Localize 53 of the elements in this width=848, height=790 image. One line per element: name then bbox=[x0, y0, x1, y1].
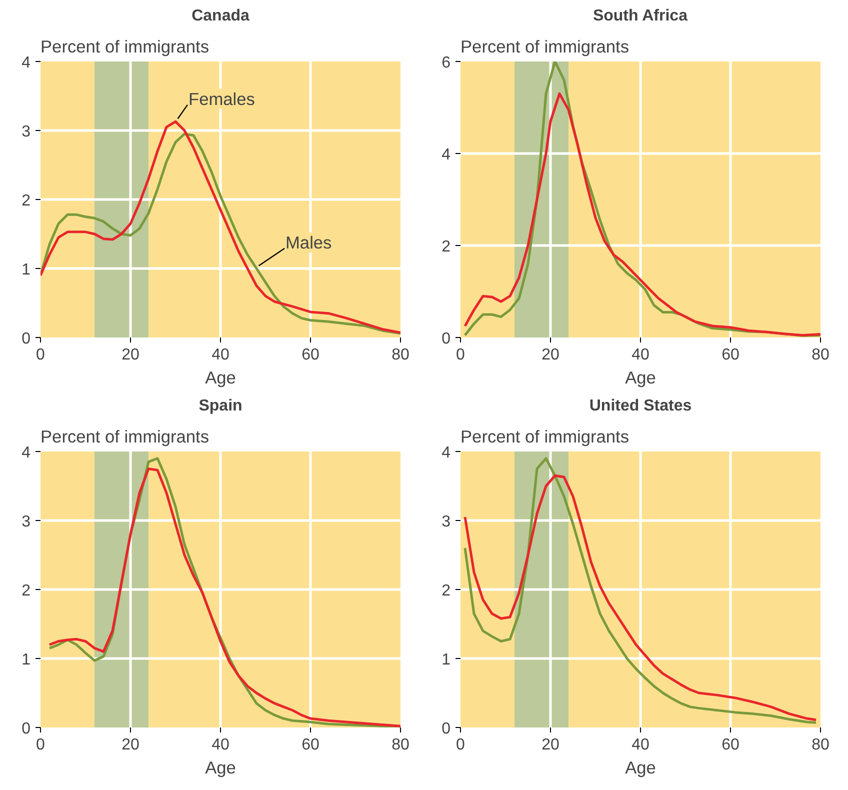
y-axis-title: Percent of immigrants bbox=[460, 426, 630, 446]
annotation: Males bbox=[286, 232, 332, 252]
y-tick-label: 6 bbox=[442, 54, 451, 72]
y-tick-label: 1 bbox=[22, 652, 31, 668]
x-tick-label: 80 bbox=[812, 346, 830, 364]
y-tick-label: 1 bbox=[22, 262, 31, 278]
y-tick-label: 2 bbox=[22, 582, 31, 600]
chart-title: Canada bbox=[192, 8, 250, 24]
x-tick-label: 80 bbox=[392, 736, 410, 754]
x-tick-label: 0 bbox=[456, 346, 466, 364]
x-axis-title: Age bbox=[625, 368, 656, 388]
annotation: Females bbox=[188, 88, 256, 109]
chart-title: South Africa bbox=[592, 8, 688, 24]
x-tick-label: 60 bbox=[722, 736, 740, 754]
x-tick-label: 20 bbox=[122, 346, 140, 364]
y-axis-title: Percent of immigrants bbox=[40, 36, 210, 56]
y-tick-label: 4 bbox=[22, 54, 31, 72]
x-tick-label: 40 bbox=[632, 346, 650, 364]
y-tick-label: 3 bbox=[22, 514, 31, 530]
x-axis-title: Age bbox=[205, 758, 236, 778]
x-tick-label: 20 bbox=[542, 736, 560, 754]
x-tick-label: 40 bbox=[632, 736, 650, 754]
x-tick-label: 80 bbox=[812, 736, 830, 754]
y-tick-label: 2 bbox=[442, 582, 451, 600]
x-tick-label: 0 bbox=[456, 736, 466, 754]
y-tick-label: 0 bbox=[442, 720, 451, 738]
chart-title: United States bbox=[589, 398, 692, 414]
y-tick-label: 4 bbox=[22, 444, 31, 462]
x-tick-label: 40 bbox=[212, 736, 230, 754]
x-tick-label: 0 bbox=[36, 346, 46, 364]
x-tick-label: 60 bbox=[722, 346, 740, 364]
y-tick-label: 4 bbox=[442, 444, 451, 462]
chart-title: Spain bbox=[198, 398, 242, 414]
y-tick-label: 1 bbox=[442, 652, 451, 668]
x-tick-label: 20 bbox=[542, 346, 560, 364]
y-axis-title: Percent of immigrants bbox=[460, 36, 630, 56]
x-tick-label: 80 bbox=[392, 346, 410, 364]
y-tick-label: 2 bbox=[442, 238, 451, 256]
x-tick-label: 40 bbox=[212, 346, 230, 364]
y-tick-label: 3 bbox=[22, 124, 31, 140]
x-tick-label: 20 bbox=[122, 736, 140, 754]
y-tick-label: 0 bbox=[442, 330, 451, 348]
y-tick-label: 3 bbox=[442, 514, 451, 530]
x-tick-label: 60 bbox=[302, 736, 320, 754]
x-axis-title: Age bbox=[205, 368, 236, 388]
y-tick-label: 0 bbox=[22, 330, 31, 348]
y-tick-label: 2 bbox=[22, 192, 31, 210]
x-tick-label: 60 bbox=[302, 346, 320, 364]
y-tick-label: 0 bbox=[22, 720, 31, 738]
y-axis-title: Percent of immigrants bbox=[40, 426, 210, 446]
x-axis-title: Age bbox=[625, 758, 656, 778]
y-tick-label: 4 bbox=[442, 146, 451, 164]
x-tick-label: 0 bbox=[36, 736, 46, 754]
